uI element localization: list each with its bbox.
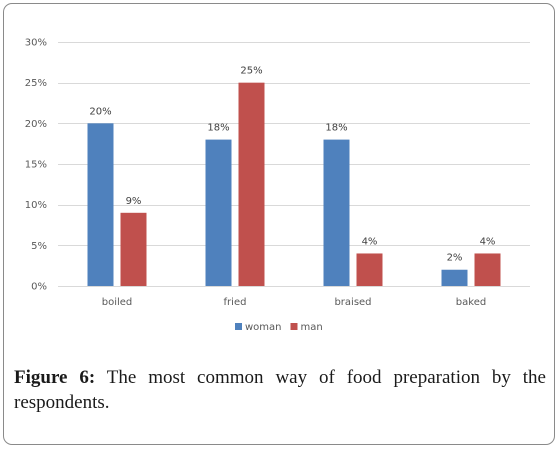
data-label: 9%	[126, 196, 142, 207]
bar-woman-boiled	[87, 123, 114, 286]
bar-man-boiled	[120, 212, 147, 286]
y-tick-label: 30%	[25, 38, 47, 49]
legend-swatch-woman	[235, 323, 242, 330]
y-tick-label: 5%	[31, 241, 47, 252]
legend-label-woman: woman	[245, 322, 282, 333]
bar-man-braised	[356, 253, 383, 286]
y-tick-label: 0%	[31, 282, 47, 293]
data-label: 2%	[447, 253, 463, 264]
figure-caption: Figure 6: The most common way of food pr…	[14, 365, 546, 415]
x-tick-label: baked	[456, 297, 486, 308]
bar-man-fried	[238, 82, 265, 287]
x-tick-label: boiled	[102, 297, 133, 308]
bar-chart: 0% 5% 10% 15% 20% 25% 30% 20% 9% 18% 25% 18% 4% 2% 4%…	[25, 38, 530, 333]
data-label: 20%	[89, 106, 111, 117]
data-label: 18%	[325, 123, 347, 134]
data-label: 4%	[362, 236, 378, 247]
x-tick-label: braised	[334, 297, 371, 308]
y-axis-ticks: 0% 5% 10% 15% 20% 25% 30%	[25, 38, 47, 293]
legend: woman man	[235, 322, 323, 333]
y-tick-label: 25%	[25, 78, 47, 89]
bar-woman-braised	[323, 139, 350, 286]
bar-woman-baked	[441, 269, 468, 286]
data-label: 25%	[240, 66, 262, 77]
data-label: 4%	[480, 236, 496, 247]
y-tick-label: 20%	[25, 119, 47, 130]
y-tick-label: 15%	[25, 160, 47, 171]
y-tick-label: 10%	[25, 200, 47, 211]
caption-label: Figure 6:	[14, 367, 96, 388]
bars	[87, 82, 501, 287]
bar-woman-fried	[205, 139, 232, 286]
data-labels: 20% 9% 18% 25% 18% 4% 2% 4%	[89, 66, 495, 264]
legend-swatch-man	[290, 323, 298, 330]
bar-man-baked	[474, 253, 501, 286]
x-axis-ticks: boiled fried braised baked	[102, 297, 486, 308]
x-tick-label: fried	[224, 297, 247, 308]
legend-label-man: man	[301, 322, 323, 333]
caption-text: The most common way of food preparation …	[14, 367, 546, 413]
data-label: 18%	[207, 123, 229, 134]
